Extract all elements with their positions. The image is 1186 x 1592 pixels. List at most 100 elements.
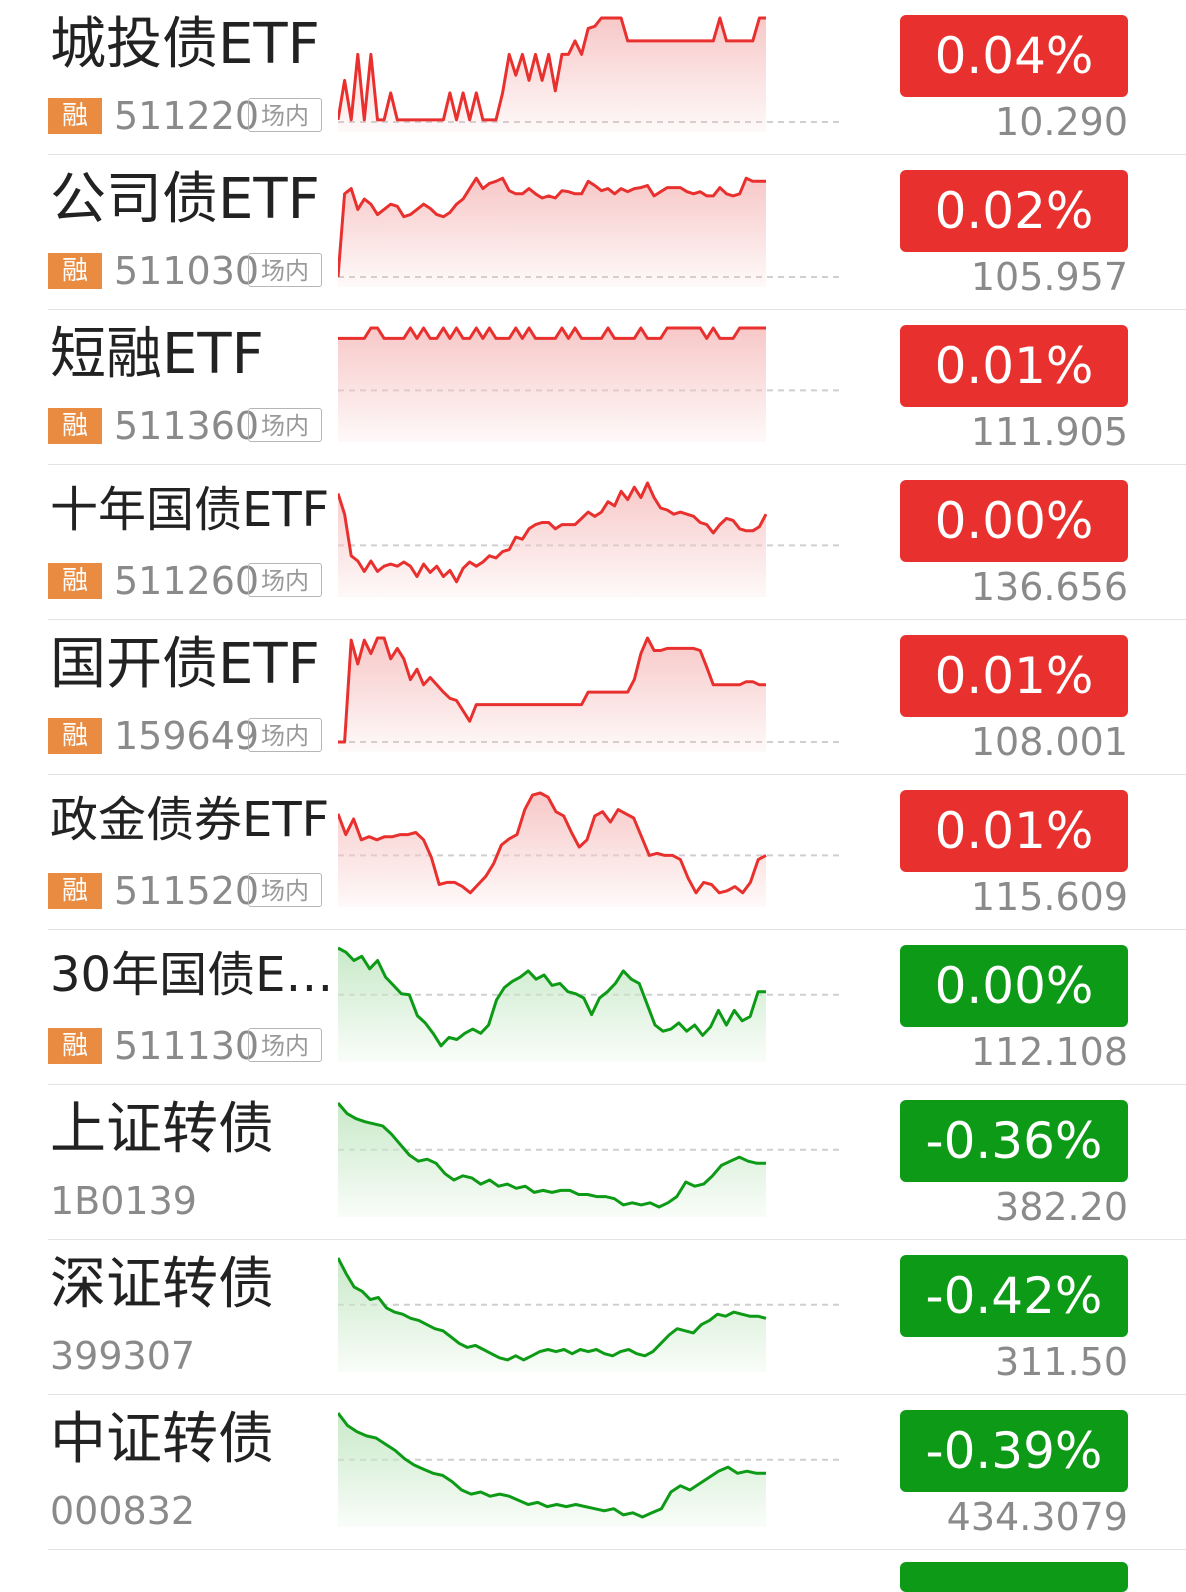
margin-trading-badge: 融 xyxy=(48,563,102,599)
intraday-sparkline xyxy=(338,1412,844,1527)
sparkline-line xyxy=(338,791,767,895)
row-divider xyxy=(48,1239,1186,1240)
security-name: 短融ETF xyxy=(50,322,264,387)
sparkline-area xyxy=(338,1413,766,1527)
sparkline-line xyxy=(338,1102,766,1209)
row-divider xyxy=(48,1549,1186,1550)
change-percent-badge[interactable]: 0.01% xyxy=(900,325,1128,407)
row-divider xyxy=(48,619,1186,620)
sparkline-area xyxy=(338,1103,766,1217)
security-code: 511260 xyxy=(114,559,260,603)
exchange-traded-tag: 场内 xyxy=(248,718,322,752)
intraday-sparkline xyxy=(338,636,844,752)
margin-trading-badge: 融 xyxy=(48,98,102,134)
security-name: 国开债ETF xyxy=(50,632,320,697)
intraday-sparkline xyxy=(338,946,844,1062)
security-code: 399307 xyxy=(50,1334,196,1378)
security-name: 城投债ETF xyxy=(50,12,320,77)
last-price: 111.905 xyxy=(970,410,1128,454)
security-code: 511130 xyxy=(114,1024,260,1068)
security-name: 深证转债 xyxy=(50,1252,274,1317)
quote-row[interactable]: 城投债ETF 融 511220 场内 0.04% 10.290 xyxy=(0,0,1186,155)
change-percent-badge[interactable]: 0.00% xyxy=(900,480,1128,562)
sparkline-area xyxy=(338,483,766,597)
change-percent-badge[interactable]: 0.01% xyxy=(900,790,1128,872)
row-divider xyxy=(48,464,1186,465)
change-percent-badge[interactable]: 0.02% xyxy=(900,170,1128,252)
intraday-sparkline xyxy=(338,326,844,442)
quote-row[interactable]: 政金债券ETF 融 511520 场内 0.01% 115.609 xyxy=(0,775,1186,930)
last-price: 115.609 xyxy=(970,875,1128,919)
sparkline-line xyxy=(338,1257,767,1362)
intraday-sparkline xyxy=(338,16,844,132)
intraday-sparkline xyxy=(338,1257,844,1372)
intraday-sparkline xyxy=(338,176,844,287)
security-code: 511220 xyxy=(114,94,260,138)
quote-row[interactable]: 公司债ETF 融 511030 场内 0.02% 105.957 xyxy=(0,155,1186,310)
margin-trading-badge: 融 xyxy=(48,1028,102,1064)
sparkline-line xyxy=(338,16,766,122)
margin-trading-badge: 融 xyxy=(48,408,102,444)
security-name: 上证转债 xyxy=(50,1097,274,1162)
last-price: 311.50 xyxy=(995,1340,1128,1384)
row-divider xyxy=(48,929,1186,930)
last-price: 112.108 xyxy=(970,1030,1128,1074)
security-name: 30年国债ETF xyxy=(50,947,340,1003)
sparkline-line xyxy=(338,481,768,584)
row-divider xyxy=(48,1394,1186,1395)
row-divider xyxy=(48,309,1186,310)
exchange-traded-tag: 场内 xyxy=(248,563,322,597)
change-percent-badge[interactable]: 0.04% xyxy=(900,15,1128,97)
quote-row[interactable]: 上证转债 1B0139 -0.36% 382.20 xyxy=(0,1085,1186,1240)
sparkline-area xyxy=(338,948,766,1062)
change-percent-badge[interactable]: -0.42% xyxy=(900,1255,1128,1337)
quote-row[interactable]: 短融ETF 融 511360 场内 0.01% 111.905 xyxy=(0,310,1186,465)
security-name: 公司债ETF xyxy=(50,167,320,232)
row-divider xyxy=(48,154,1186,155)
security-code: 511520 xyxy=(114,869,260,913)
intraday-sparkline xyxy=(338,791,844,907)
exchange-traded-tag: 场内 xyxy=(248,408,322,442)
margin-trading-badge: 融 xyxy=(48,873,102,909)
quote-row[interactable]: 国开债ETF 融 159649 场内 0.01% 108.001 xyxy=(0,620,1186,775)
sparkline-line xyxy=(338,1412,766,1519)
partial-change-badge[interactable] xyxy=(900,1562,1128,1592)
margin-trading-badge: 融 xyxy=(48,253,102,289)
quote-row[interactable]: 30年国债ETF 融 511130 场内 0.00% 112.108 xyxy=(0,930,1186,1085)
security-code: 000832 xyxy=(50,1489,196,1533)
change-percent-badge[interactable]: -0.39% xyxy=(900,1410,1128,1492)
exchange-traded-tag: 场内 xyxy=(248,873,322,907)
last-price: 10.290 xyxy=(995,100,1128,144)
security-code: 511360 xyxy=(114,404,260,448)
exchange-traded-tag: 场内 xyxy=(248,1028,322,1062)
last-price: 136.656 xyxy=(970,565,1128,609)
exchange-traded-tag: 场内 xyxy=(248,253,322,287)
sparkline-line xyxy=(338,946,766,1048)
last-price: 434.3079 xyxy=(946,1495,1128,1539)
row-divider xyxy=(48,774,1186,775)
last-price: 382.20 xyxy=(995,1185,1128,1229)
security-name: 政金债券ETF xyxy=(50,792,330,848)
security-name: 中证转债 xyxy=(50,1407,274,1472)
sparkline-line xyxy=(338,636,766,744)
margin-trading-badge: 融 xyxy=(48,718,102,754)
sparkline-line xyxy=(338,326,766,340)
sparkline-line xyxy=(338,176,766,278)
last-price: 108.001 xyxy=(970,720,1128,764)
security-name: 十年国债ETF xyxy=(50,482,330,538)
intraday-sparkline xyxy=(338,1102,844,1217)
change-percent-badge[interactable]: 0.00% xyxy=(900,945,1128,1027)
sparkline-area xyxy=(338,638,766,752)
sparkline-area xyxy=(338,1258,766,1372)
quote-row[interactable]: 中证转债 000832 -0.39% 434.3079 xyxy=(0,1395,1186,1550)
row-divider xyxy=(48,1084,1186,1085)
change-percent-badge[interactable]: -0.36% xyxy=(900,1100,1128,1182)
intraday-sparkline xyxy=(338,481,844,597)
last-price: 105.957 xyxy=(970,255,1128,299)
exchange-traded-tag: 场内 xyxy=(248,98,322,132)
quote-row[interactable]: 十年国债ETF 融 511260 场内 0.00% 136.656 xyxy=(0,465,1186,620)
change-percent-badge[interactable]: 0.01% xyxy=(900,635,1128,717)
sparkline-area xyxy=(338,178,766,287)
quote-row[interactable]: 深证转债 399307 -0.42% 311.50 xyxy=(0,1240,1186,1395)
sparkline-area xyxy=(338,328,766,442)
